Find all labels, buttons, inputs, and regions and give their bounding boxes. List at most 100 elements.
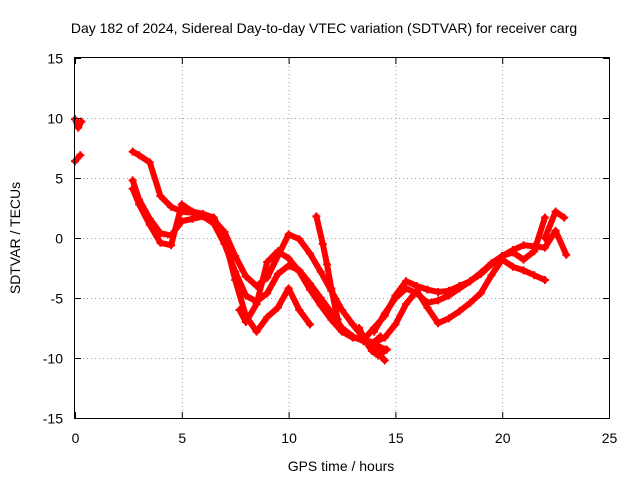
x-tick-label: 20 [495, 430, 511, 446]
data-point [263, 258, 272, 266]
data-point [348, 333, 357, 342]
data-point [273, 303, 282, 312]
data-point [316, 301, 325, 310]
data-point [476, 289, 485, 298]
data-point [220, 234, 229, 242]
series-trace-i [370, 255, 549, 347]
data-point [167, 241, 176, 250]
data-point [241, 272, 250, 281]
data-point [444, 291, 453, 300]
y-tick-label: 15 [47, 51, 63, 67]
data-point [466, 277, 475, 286]
series-layer [71, 115, 571, 365]
data-point [284, 284, 293, 293]
series-trace-k [540, 207, 569, 242]
data-point [145, 158, 154, 167]
data-point [560, 213, 569, 222]
series-trace-a [71, 115, 86, 132]
x-tick-label: 10 [281, 430, 297, 446]
data-point [77, 117, 86, 126]
data-point [145, 220, 154, 229]
data-point [519, 255, 528, 264]
data-point [455, 284, 464, 293]
data-point [295, 267, 304, 276]
data-point [273, 247, 282, 256]
x-tick-label: 15 [388, 430, 404, 446]
data-point [74, 123, 83, 132]
data-point [156, 238, 165, 247]
data-point [177, 200, 186, 209]
data-point [188, 207, 197, 216]
data-point [391, 294, 400, 302]
data-point [444, 314, 453, 323]
series-trace-e [128, 184, 314, 336]
data-point [312, 212, 321, 221]
data-point [209, 213, 218, 222]
data-point [402, 284, 411, 293]
plot-frame [74, 57, 610, 419]
data-point [434, 288, 443, 296]
data-point [455, 307, 464, 316]
data-point [284, 230, 293, 239]
data-point [327, 284, 336, 293]
data-point [487, 271, 496, 280]
data-point [487, 259, 496, 268]
x-tick-label: 0 [72, 430, 80, 446]
data-point [540, 243, 549, 252]
data-point [519, 241, 528, 250]
data-point [540, 213, 549, 222]
grid [75, 58, 609, 418]
y-tick-label: 10 [47, 111, 63, 127]
data-point [128, 184, 137, 193]
data-point [263, 289, 272, 298]
data-point [530, 247, 539, 256]
data-point [551, 226, 560, 235]
data-point [355, 324, 364, 332]
data-point [519, 266, 528, 275]
x-axis-label: GPS time / hours [288, 458, 395, 474]
data-point [498, 252, 507, 260]
x-tick-labels: 0 5 10 15 20 25 [72, 430, 618, 446]
data-point [380, 333, 389, 342]
data-point [199, 210, 208, 218]
data-point [284, 254, 293, 263]
data-point [135, 200, 144, 209]
data-point [551, 207, 560, 216]
data-point [367, 346, 376, 355]
data-point [273, 270, 282, 278]
data-point [305, 320, 314, 329]
data-point [402, 277, 411, 286]
data-point [466, 298, 475, 307]
data-point [135, 151, 144, 160]
data-point [128, 176, 137, 185]
data-point [128, 147, 137, 156]
data-point [423, 285, 432, 294]
y-tick-label: -10 [43, 351, 63, 367]
y-tick-labels: 15 10 5 0 -5 -10 -15 [43, 51, 63, 427]
data-point [380, 309, 389, 318]
data-point [305, 249, 314, 258]
data-point [508, 248, 517, 257]
ticks [75, 58, 610, 419]
data-point [318, 240, 327, 248]
data-point [231, 276, 240, 284]
data-point [338, 327, 346, 336]
data-point [235, 306, 244, 314]
data-point [434, 296, 443, 305]
data-point [370, 338, 379, 347]
y-tick-label: 0 [55, 231, 63, 247]
y-tick-label: 5 [55, 171, 63, 187]
data-point [295, 306, 304, 314]
data-point [423, 298, 432, 307]
y-axis-label: SDTVAR / TECUs [7, 182, 23, 294]
data-point [167, 202, 176, 211]
data-point [252, 300, 261, 308]
data-point [323, 260, 332, 269]
y-tick-label: -5 [51, 291, 64, 307]
data-point [348, 320, 357, 329]
series-trace-b [71, 151, 85, 166]
data-point [374, 351, 383, 360]
data-point [434, 319, 443, 328]
data-point [391, 320, 400, 329]
data-point [402, 300, 411, 308]
